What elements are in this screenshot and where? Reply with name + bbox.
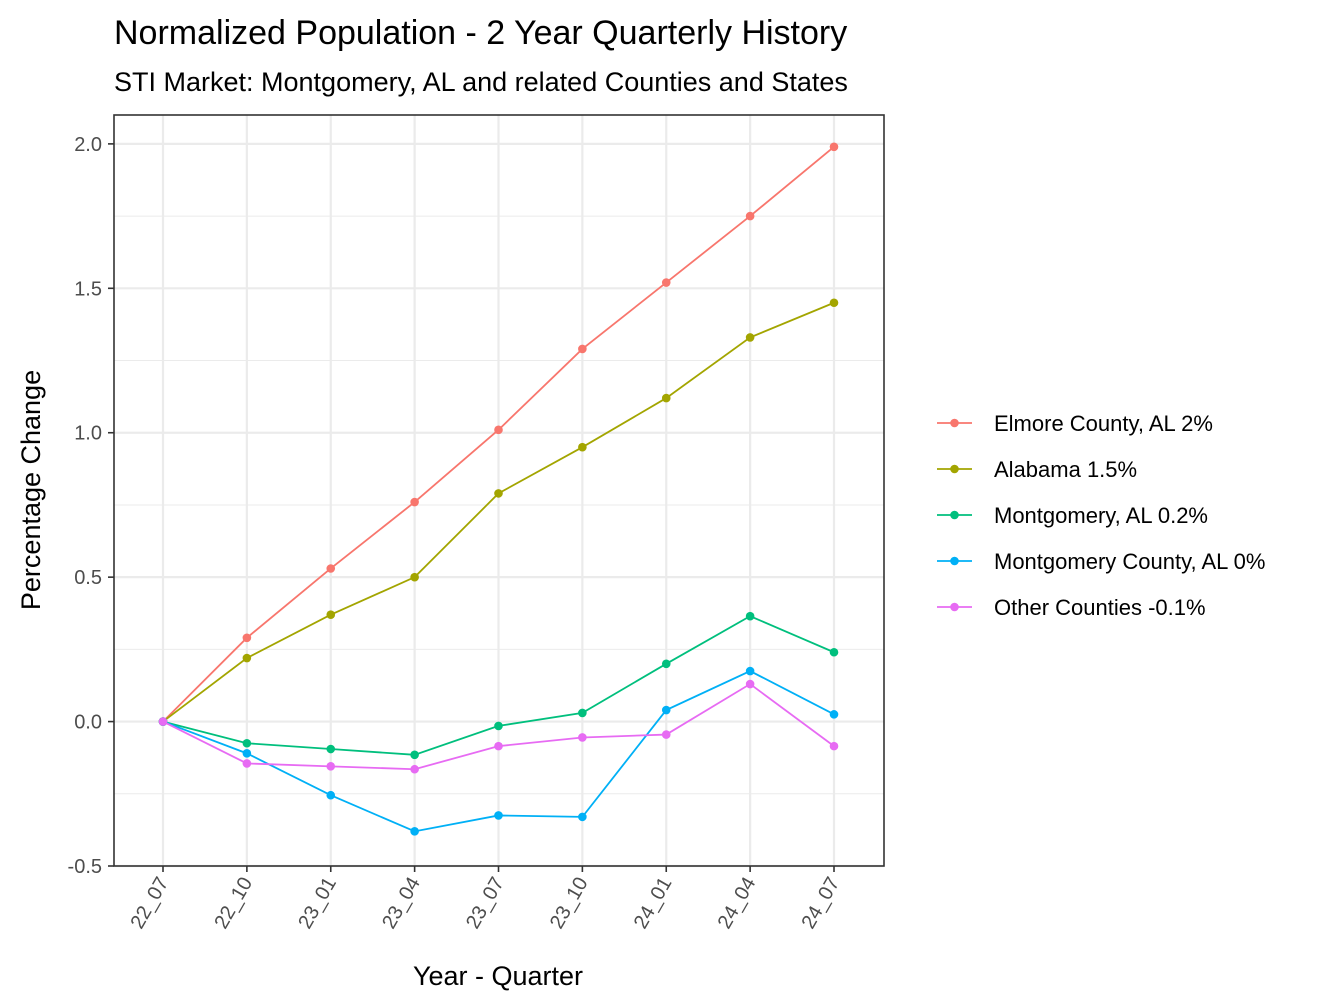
data-point bbox=[578, 812, 587, 822]
data-point bbox=[410, 497, 419, 507]
legend-key-point bbox=[950, 556, 959, 566]
x-tick-label: 24_01 bbox=[630, 874, 677, 933]
legend: Elmore County, AL 2% Alabama 1.5% Montgome… bbox=[937, 411, 1265, 620]
data-point bbox=[578, 733, 587, 742]
legend-key-point bbox=[950, 464, 959, 474]
data-point bbox=[661, 705, 671, 715]
data-point bbox=[326, 564, 336, 573]
data-point bbox=[829, 142, 839, 152]
legend-item: Other Counties -0.1% bbox=[937, 595, 1206, 620]
data-point bbox=[661, 278, 671, 287]
data-point bbox=[326, 610, 336, 620]
data-point bbox=[745, 211, 755, 221]
x-tick-label: 23_10 bbox=[546, 874, 593, 933]
data-point bbox=[578, 344, 587, 354]
data-point bbox=[410, 764, 419, 774]
y-axis-title: Percentage Change bbox=[16, 370, 46, 610]
data-point bbox=[410, 572, 419, 582]
data-point bbox=[242, 738, 252, 748]
legend-label: Montgomery County, AL 0% bbox=[994, 549, 1265, 574]
data-point bbox=[829, 647, 839, 657]
data-point bbox=[242, 749, 252, 758]
data-point bbox=[745, 333, 755, 342]
legend-label: Elmore County, AL 2% bbox=[994, 411, 1213, 436]
data-point bbox=[661, 659, 671, 669]
data-point bbox=[745, 666, 755, 676]
legend-item: Montgomery County, AL 0% bbox=[937, 549, 1265, 574]
x-tick-label: 24_04 bbox=[714, 874, 761, 933]
data-point bbox=[326, 762, 336, 771]
data-point bbox=[494, 425, 503, 435]
y-tick-label: 0.0 bbox=[74, 712, 102, 734]
series-2 bbox=[158, 611, 839, 760]
series-4 bbox=[158, 679, 839, 774]
data-point bbox=[494, 811, 503, 820]
x-tick-label: 23_01 bbox=[294, 874, 341, 933]
data-point bbox=[242, 653, 252, 663]
x-tick-label: 22_07 bbox=[126, 874, 173, 933]
legend-key-point bbox=[950, 602, 959, 612]
data-point bbox=[494, 721, 503, 731]
data-point bbox=[829, 741, 839, 751]
y-tick-label: 2.0 bbox=[74, 134, 102, 156]
x-tick-label: 23_07 bbox=[462, 874, 509, 933]
data-point bbox=[158, 717, 168, 726]
y-tick-label: 0.5 bbox=[74, 567, 102, 589]
chart-title: Normalized Population - 2 Year Quarterly… bbox=[114, 14, 847, 52]
legend-label: Montgomery, AL 0.2% bbox=[994, 503, 1208, 528]
data-point bbox=[494, 489, 503, 498]
data-point bbox=[661, 730, 671, 739]
data-point bbox=[242, 759, 252, 768]
legend-key-point bbox=[950, 510, 959, 520]
data-point bbox=[661, 393, 671, 403]
series-lines bbox=[158, 142, 839, 836]
data-point bbox=[829, 298, 839, 308]
data-point bbox=[326, 744, 336, 754]
legend-item: Alabama 1.5% bbox=[937, 457, 1137, 482]
legend-item: Montgomery, AL 0.2% bbox=[937, 503, 1208, 528]
y-tick-label: 1.5 bbox=[74, 278, 102, 300]
legend-item: Elmore County, AL 2% bbox=[937, 411, 1213, 436]
data-point bbox=[242, 633, 252, 643]
data-point bbox=[578, 442, 587, 452]
legend-label: Alabama 1.5% bbox=[994, 457, 1137, 482]
axes: -0.5 0.0 0.5 1.0 1.5 2.0 22_07 22_10 23_01 23_04 2… bbox=[68, 134, 845, 933]
data-point bbox=[326, 790, 336, 800]
y-tick-label: 1.0 bbox=[74, 423, 102, 445]
data-point bbox=[829, 710, 839, 719]
x-tick-label: 23_04 bbox=[378, 874, 425, 933]
data-point bbox=[494, 741, 503, 751]
data-point bbox=[745, 611, 755, 621]
data-point bbox=[410, 827, 419, 836]
legend-key-point bbox=[950, 418, 959, 428]
chart-subtitle: STI Market: Montgomery, AL and related C… bbox=[114, 67, 848, 97]
x-tick-label: 22_10 bbox=[210, 874, 257, 933]
data-point bbox=[410, 750, 419, 760]
x-tick-label: 24_07 bbox=[797, 874, 844, 933]
data-point bbox=[745, 679, 755, 689]
legend-label: Other Counties -0.1% bbox=[994, 595, 1206, 620]
x-axis-title: Year - Quarter bbox=[413, 961, 583, 991]
y-tick-label: -0.5 bbox=[68, 856, 102, 878]
data-point bbox=[578, 708, 587, 718]
